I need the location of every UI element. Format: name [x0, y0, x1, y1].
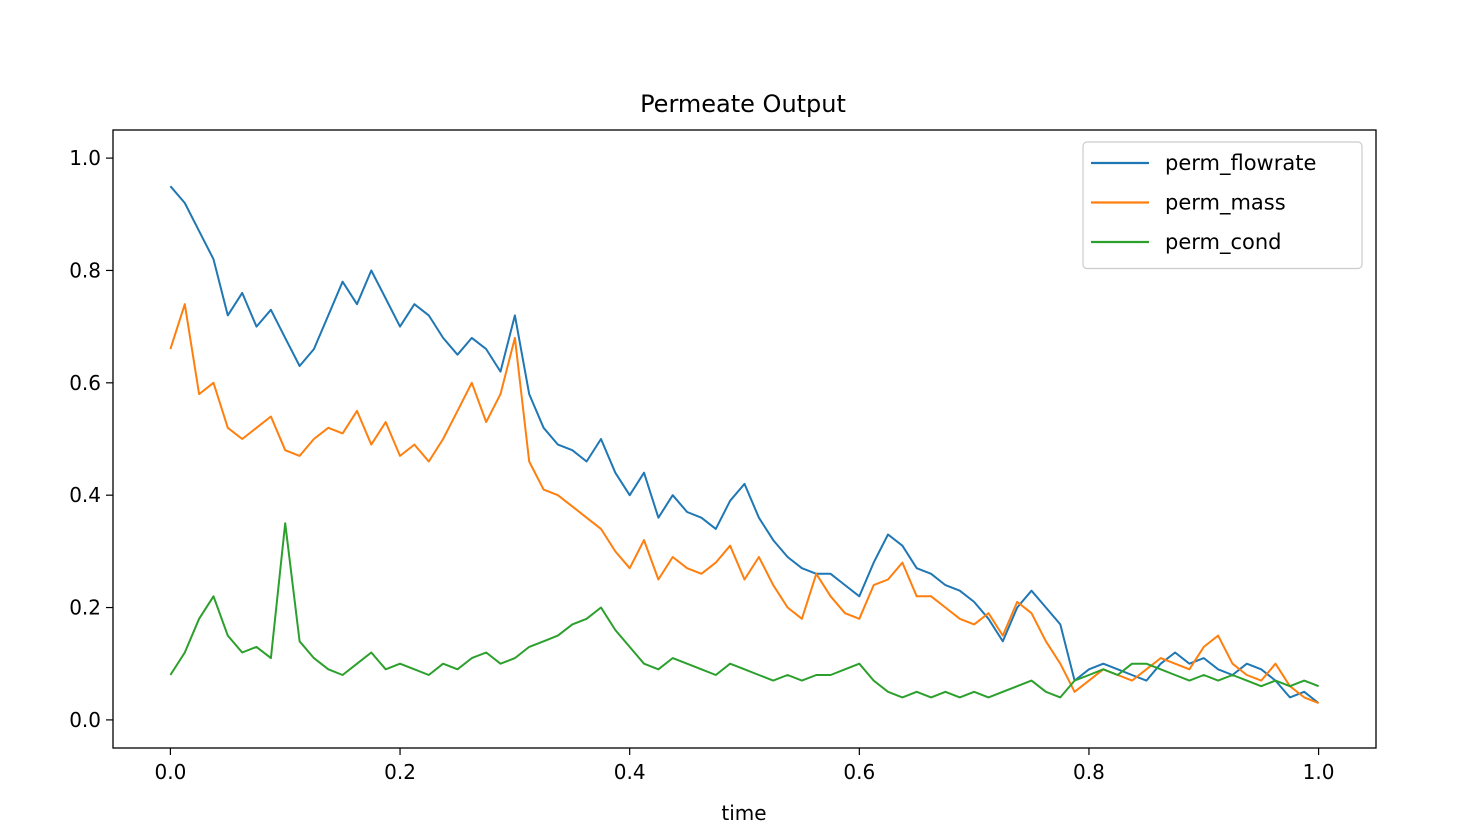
- x-axis: 0.0 0.2 0.4 0.6 0.8 1.0: [155, 748, 1335, 784]
- legend-label: perm_cond: [1165, 230, 1282, 255]
- x-tick-label: 0.2: [384, 760, 416, 784]
- legend-label: perm_mass: [1165, 191, 1286, 216]
- y-tick-label: 1.0: [69, 146, 101, 170]
- y-tick-label: 0.2: [69, 596, 101, 620]
- series-line-perm_cond: [169, 522, 1319, 699]
- x-tick-label: 0.0: [155, 760, 187, 784]
- legend-box: [1082, 141, 1363, 270]
- legend: perm_flowrate perm_mass perm_cond: [1082, 141, 1363, 270]
- x-tick-label: 1.0: [1303, 760, 1335, 784]
- series-line-perm_mass: [169, 303, 1319, 705]
- y-tick-label: 0.6: [69, 371, 101, 395]
- y-tick-label: 0.8: [69, 258, 101, 282]
- x-tick-label: 0.8: [1073, 760, 1105, 784]
- series-line-perm_flowrate: [169, 185, 1320, 704]
- legend-label: perm_flowrate: [1165, 151, 1316, 176]
- y-tick-label: 0.0: [69, 708, 101, 732]
- chart-title: Permeate Output: [640, 90, 846, 118]
- y-axis: 0.0 0.2 0.4 0.6 0.8 1.0: [69, 146, 113, 732]
- series-layer: [169, 185, 1320, 705]
- x-tick-label: 0.4: [614, 760, 646, 784]
- x-axis-label: time: [721, 801, 766, 825]
- y-tick-label: 0.4: [69, 483, 101, 507]
- x-tick-label: 0.6: [843, 760, 875, 784]
- plot-frame: [112, 129, 1377, 749]
